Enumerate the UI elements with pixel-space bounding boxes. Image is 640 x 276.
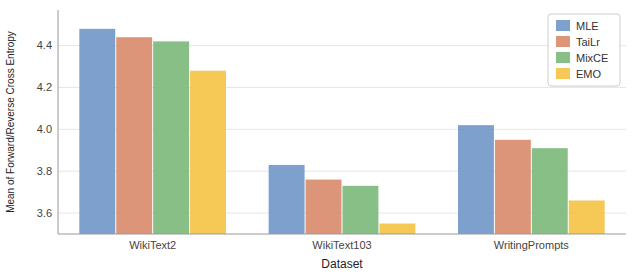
y-tick-label: 3.6 [37, 207, 52, 219]
y-axis-line [58, 10, 59, 234]
bars [79, 29, 604, 234]
bar [458, 125, 494, 234]
x-axis-line [58, 234, 626, 235]
bar [306, 180, 342, 234]
legend-label: MixCE [576, 52, 608, 64]
bar [379, 224, 415, 234]
legend-label: EMO [576, 68, 602, 80]
bar [79, 29, 115, 234]
bar [269, 165, 305, 234]
bar [116, 37, 152, 234]
legend-label: TaiLr [576, 36, 600, 48]
bar [153, 41, 189, 234]
legend-swatch [556, 68, 570, 79]
y-tick-label: 3.8 [37, 165, 52, 177]
x-tick-label: WikiText2 [129, 239, 176, 251]
bar [495, 140, 531, 234]
chart: 3.6 3.8 4.0 4.2 4.4 WikiText2 WikiText103 Writi… [0, 0, 640, 276]
bar [343, 186, 379, 234]
y-tick-label: 4.2 [37, 81, 52, 93]
y-tick-label: 4.4 [37, 39, 52, 51]
legend-box [548, 14, 620, 86]
bar [569, 201, 605, 234]
bar [190, 71, 226, 234]
legend-label: MLE [576, 20, 599, 32]
y-tick-label: 4.0 [37, 123, 52, 135]
y-axis-label: Mean of Forward/Reverse Cross Entropy [5, 31, 16, 213]
legend: MLE TaiLr MixCE EMO [548, 14, 620, 86]
legend-swatch [556, 52, 570, 63]
legend-swatch [556, 36, 570, 47]
x-tick-label: WritingPrompts [494, 239, 569, 251]
legend-swatch [556, 20, 570, 31]
x-axis-label: Dataset [321, 257, 363, 271]
bar [532, 148, 568, 234]
x-tick-label: WikiText103 [312, 239, 371, 251]
